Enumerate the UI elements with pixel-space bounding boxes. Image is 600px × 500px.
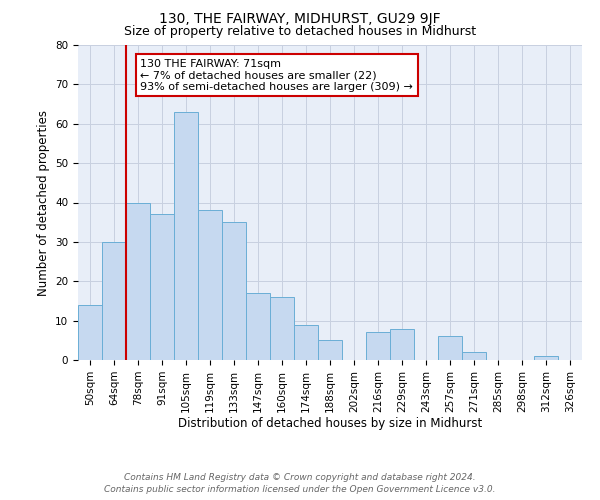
Bar — [534, 356, 558, 360]
Text: Contains HM Land Registry data © Crown copyright and database right 2024.
Contai: Contains HM Land Registry data © Crown c… — [104, 472, 496, 494]
Bar — [390, 328, 414, 360]
Text: Size of property relative to detached houses in Midhurst: Size of property relative to detached ho… — [124, 25, 476, 38]
Bar — [198, 210, 222, 360]
X-axis label: Distribution of detached houses by size in Midhurst: Distribution of detached houses by size … — [178, 418, 482, 430]
Bar — [222, 222, 246, 360]
Text: 130, THE FAIRWAY, MIDHURST, GU29 9JF: 130, THE FAIRWAY, MIDHURST, GU29 9JF — [159, 12, 441, 26]
Bar — [270, 297, 294, 360]
Bar — [366, 332, 390, 360]
Bar — [438, 336, 462, 360]
Text: 130 THE FAIRWAY: 71sqm
← 7% of detached houses are smaller (22)
93% of semi-deta: 130 THE FAIRWAY: 71sqm ← 7% of detached … — [140, 59, 413, 92]
Bar — [174, 112, 198, 360]
Y-axis label: Number of detached properties: Number of detached properties — [37, 110, 50, 296]
Bar — [246, 293, 270, 360]
Bar — [150, 214, 174, 360]
Bar — [126, 202, 150, 360]
Bar — [462, 352, 486, 360]
Bar — [102, 242, 126, 360]
Bar — [294, 324, 318, 360]
Bar — [78, 305, 102, 360]
Bar — [318, 340, 342, 360]
